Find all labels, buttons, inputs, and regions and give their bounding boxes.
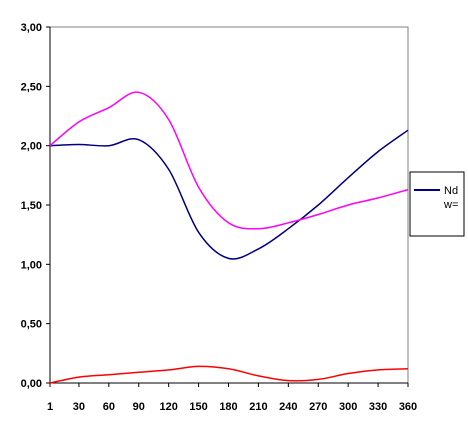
legend-label-nd: Nd: [444, 185, 458, 197]
x-tick-label: 270: [309, 401, 327, 413]
series-line-2: [49, 91, 409, 230]
series-line-1: [49, 129, 409, 260]
x-tick-label: 180: [219, 401, 237, 413]
plot-area: [49, 26, 409, 384]
legend-box: [409, 171, 465, 237]
x-tick-label: 240: [279, 401, 297, 413]
y-tick-label: 0,00: [21, 378, 42, 390]
x-tick-label: 90: [133, 401, 145, 413]
y-tick-label: 1,50: [21, 200, 42, 212]
x-axis-ticks: 1 30 60 90 120 150 180 210 240 270 300 330 360: [47, 383, 417, 413]
y-tick-label: 0,50: [21, 319, 42, 331]
x-tick-label: 150: [189, 401, 207, 413]
legend-label-w: w=: [443, 199, 458, 211]
x-tick-label: 360: [399, 401, 417, 413]
y-tick-label: 2,00: [21, 141, 42, 153]
y-tick-label: 3,00: [21, 22, 42, 34]
x-tick-label: 330: [369, 401, 387, 413]
x-tick-label: 300: [339, 401, 357, 413]
legend: Nd w=: [409, 171, 465, 237]
x-tick-label: 60: [103, 401, 115, 413]
x-tick-label: 210: [249, 401, 267, 413]
x-tick-label: 120: [159, 401, 177, 413]
series-lines: [49, 91, 409, 384]
x-tick-label: 1: [47, 401, 53, 413]
y-axis-ticks: 0,00 0,50 1,00 1,50 2,00 2,50 3,00: [21, 22, 50, 390]
series-line-3: [49, 365, 409, 384]
x-tick-label: 30: [73, 401, 85, 413]
y-tick-label: 1,00: [21, 259, 42, 271]
y-tick-label: 2,50: [21, 81, 42, 93]
